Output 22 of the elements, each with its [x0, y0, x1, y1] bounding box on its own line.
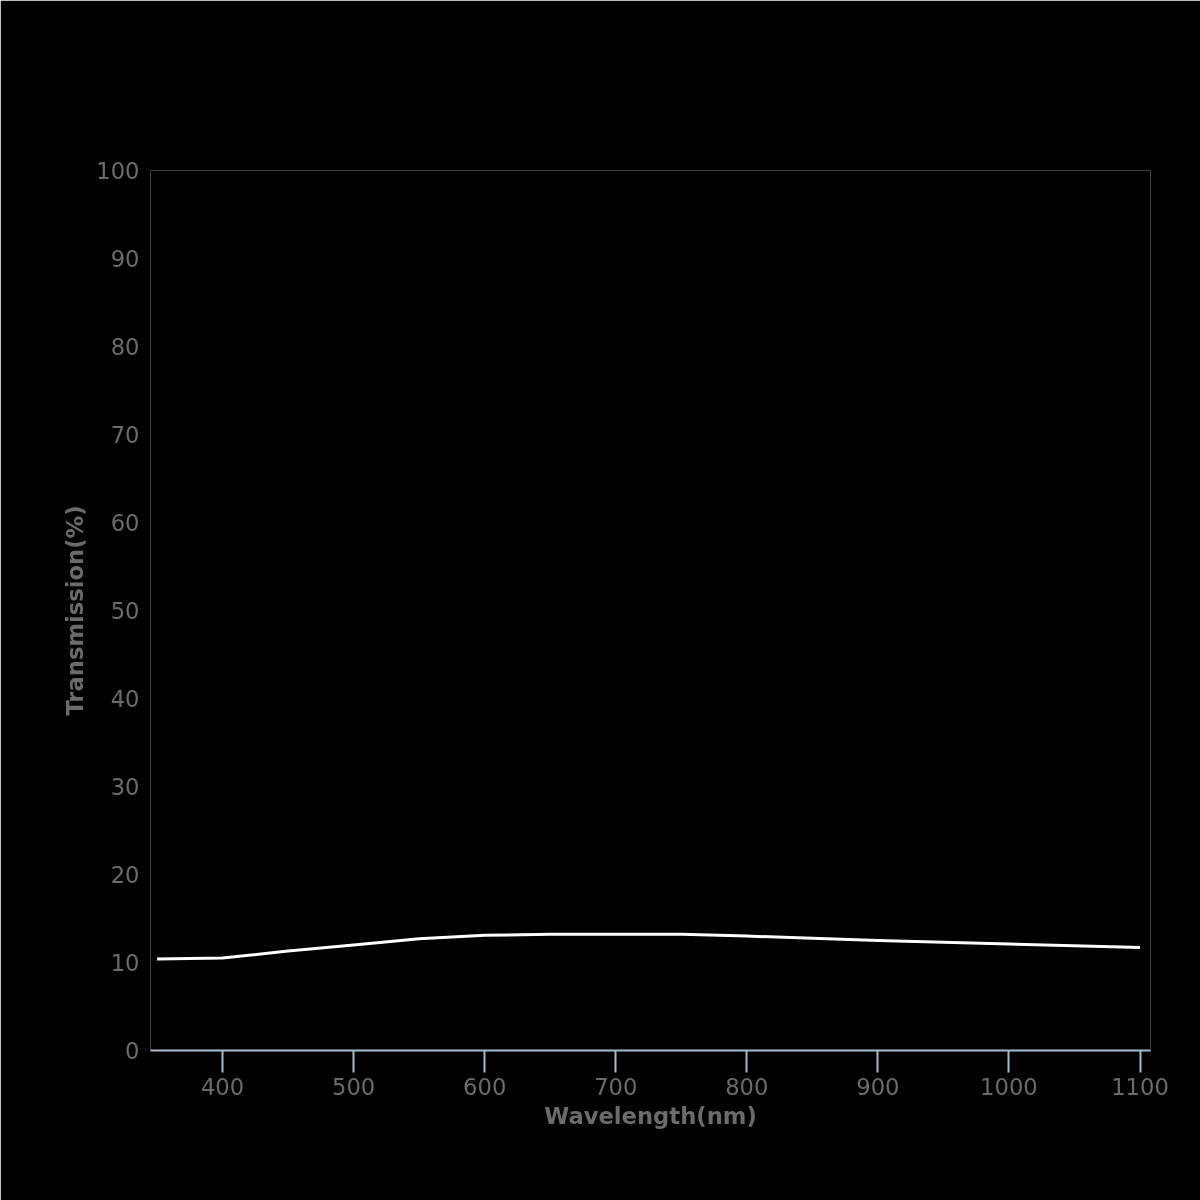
y-tick-label: 10	[110, 950, 140, 976]
y-tick-label: 70	[110, 422, 140, 448]
y-tick-label: 20	[110, 862, 140, 888]
x-axis-title: Wavelength(nm)	[544, 1102, 757, 1129]
y-tick-label: 50	[110, 598, 140, 624]
x-tick-label: 900	[856, 1073, 900, 1100]
y-tick-label: 80	[110, 334, 140, 360]
y-tick-label: 40	[110, 686, 140, 712]
y-tick-label: 30	[110, 774, 140, 800]
y-tick-label: 60	[110, 510, 140, 536]
y-tick-label: 0	[125, 1038, 140, 1064]
x-tick-label: 500	[332, 1073, 376, 1100]
x-tick-label: 400	[200, 1073, 245, 1100]
y-tick-label: 90	[110, 246, 140, 272]
y-tick-label: 100	[96, 158, 140, 184]
x-tick-label: 600	[463, 1073, 507, 1100]
y-axis-title: Transmission(%)	[62, 505, 89, 716]
x-tick-label: 1000	[980, 1073, 1038, 1100]
x-tick-label: 1100	[1111, 1073, 1169, 1100]
line-series	[155, 932, 1142, 961]
x-tick-label: 700	[594, 1073, 638, 1100]
x-tick-label: 800	[725, 1073, 769, 1100]
